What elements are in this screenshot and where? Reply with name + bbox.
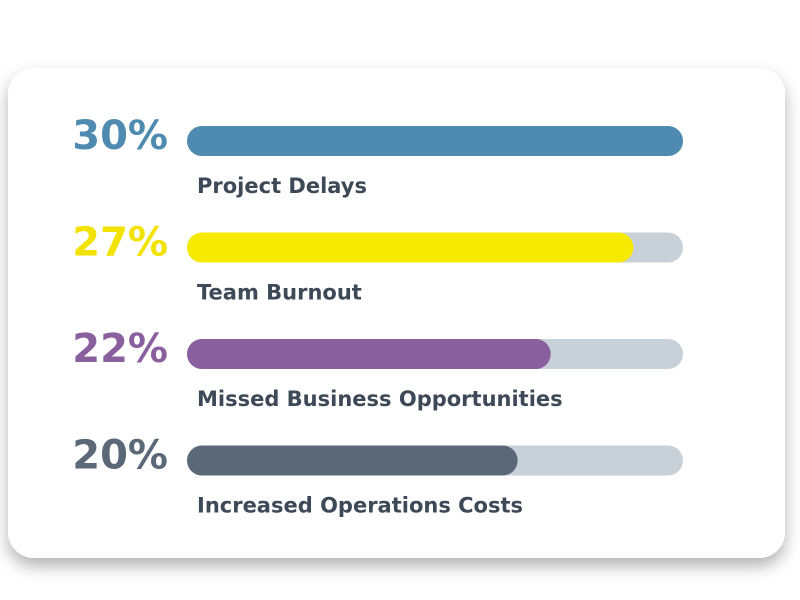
value-label: 30% [72,113,168,159]
value-label: 22% [72,326,168,372]
category-label: Increased Operations Costs [197,494,523,518]
category-label: Team Burnout [197,281,362,305]
value-label: 20% [72,433,168,479]
category-label: Missed Business Opportunities [197,387,563,411]
bar [187,339,551,369]
value-label: 27% [72,220,168,266]
category-label: Project Delays [197,174,367,198]
bar [187,445,518,476]
bar [187,232,634,263]
card [8,68,785,558]
bar [187,126,683,156]
